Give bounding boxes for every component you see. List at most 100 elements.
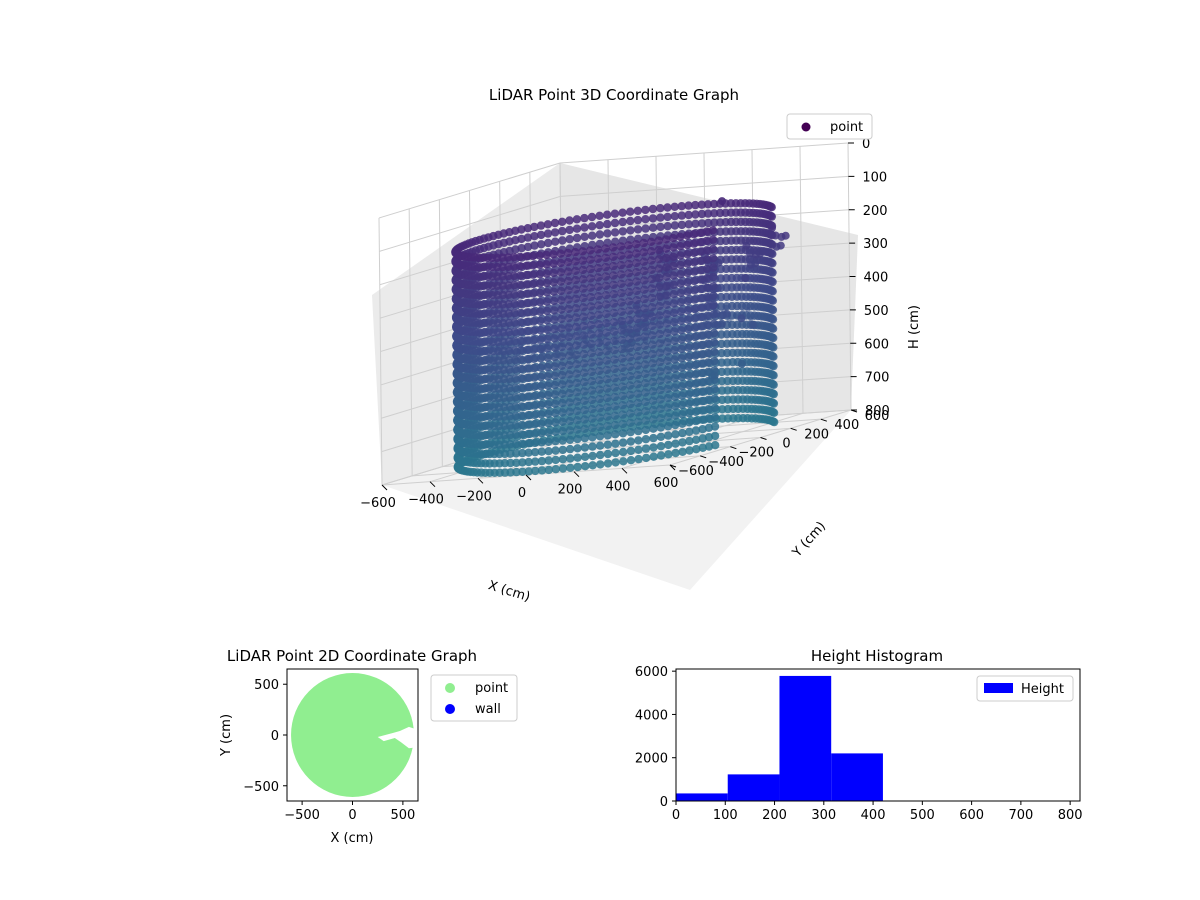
data-point-3d: [505, 393, 514, 402]
tick-mark: [621, 467, 628, 474]
data-point-3d: [563, 258, 573, 267]
data-point-3d: [511, 365, 520, 374]
data-point-3d: [697, 340, 706, 350]
data-point-3d: [661, 235, 671, 244]
tick-label: 700: [865, 371, 890, 386]
data-point-3d: [544, 465, 553, 475]
x-tick-label-2d: 0: [348, 808, 356, 823]
data-point-3d: [632, 324, 642, 333]
data-point-3d: [662, 319, 672, 328]
data-point-3d: [558, 427, 567, 436]
data-point-3d: [536, 382, 546, 391]
data-point-3d: [528, 261, 538, 270]
data-point-3d: [578, 275, 588, 284]
data-point-3d: [544, 437, 553, 446]
data-point-3d: [690, 286, 699, 295]
data-point-3d: [641, 435, 651, 444]
data-point-3d: [677, 400, 687, 410]
data-point-3d: [571, 266, 580, 275]
data-point-3d: [678, 419, 687, 428]
data-point-3d: [586, 302, 596, 311]
data-point-3d: [634, 445, 643, 454]
data-point-3d: [656, 432, 666, 441]
data-point-3d: [522, 317, 532, 327]
data-point-3d: [649, 424, 658, 433]
data-point-3d: [549, 278, 558, 287]
data-point-3d: [625, 315, 634, 325]
chart-histogram: Height Histogram 0 100 200 300 400 500 600 700 8…: [635, 647, 1083, 823]
data-point-3d: [626, 428, 635, 437]
data-point-3d: [748, 316, 754, 322]
data-point-3d: [625, 371, 635, 381]
data-point-3d: [580, 396, 589, 405]
data-point-3d: [595, 211, 604, 220]
data-point-3d: [587, 339, 596, 348]
data-point-3d: [610, 336, 619, 346]
data-point-3d: [616, 260, 626, 270]
data-point-3d: [696, 284, 706, 294]
data-point-3d: [564, 351, 574, 360]
data-point-3d: [670, 212, 679, 221]
data-point-3d: [516, 327, 526, 336]
chart-3d-title: LiDAR Point 3D Coordinate Graph: [489, 86, 739, 104]
data-point-3d: [505, 346, 514, 356]
data-point-3d: [549, 287, 558, 296]
data-point-3d: [579, 368, 589, 377]
data-point-3d: [550, 334, 559, 343]
data-point-3d: [512, 449, 521, 458]
data-point-3d: [529, 326, 538, 335]
data-point-3d: [662, 272, 671, 281]
data-point-3d: [609, 318, 619, 327]
data-point-3d: [704, 433, 714, 442]
data-point-3d: [610, 374, 619, 383]
data-point-3d: [710, 209, 719, 218]
data-point-3d: [588, 231, 597, 240]
data-point-3d: [640, 276, 649, 285]
data-point-3d: [565, 370, 574, 379]
data-point-3d: [587, 395, 597, 405]
data-point-3d: [702, 255, 712, 264]
data-point-3d: [676, 307, 686, 316]
data-point-3d: [690, 342, 700, 351]
data-point-3d: [682, 231, 692, 240]
data-point-3d: [691, 435, 701, 444]
data-point-3d: [641, 425, 650, 435]
data-point-3d: [611, 448, 620, 458]
data-point-3d: [703, 200, 713, 209]
data-point-3d: [544, 447, 553, 456]
data-point-3d: [769, 389, 778, 399]
data-point-3d: [624, 259, 633, 269]
data-point-3d: [542, 260, 551, 269]
data-point-3d: [530, 382, 539, 391]
tick-mark: [573, 471, 580, 478]
frame-hist: [675, 668, 1081, 802]
data-point-3d: [768, 305, 778, 315]
data-point-3d: [523, 242, 533, 252]
data-point-3d: [544, 428, 553, 437]
data-point-3d: [586, 283, 595, 292]
data-point-3d: [697, 387, 707, 396]
data-point-3d: [656, 414, 665, 423]
data-point-3d: [698, 415, 707, 424]
data-point-3d: [649, 452, 658, 461]
data-point-3d: [516, 271, 525, 280]
data-point-3d: [737, 359, 746, 368]
data-point-3d: [648, 377, 657, 387]
data-point-3d: [691, 426, 701, 435]
data-point-3d: [609, 299, 619, 308]
data-point-3d: [515, 252, 525, 261]
data-point-3d: [656, 404, 665, 413]
data-point-3d: [511, 355, 520, 365]
data-point-3d: [517, 430, 527, 439]
data-point-3d: [633, 389, 643, 398]
data-point-3d: [669, 318, 679, 327]
data-point-3d: [684, 343, 693, 352]
data-point-3d: [618, 382, 627, 391]
tick-label: 200: [863, 204, 888, 219]
data-point-3d: [662, 309, 671, 319]
data-point-3d: [663, 222, 672, 231]
points-2d: [291, 672, 418, 797]
data-point-3d: [523, 336, 532, 345]
data-point-3d: [684, 220, 693, 229]
data-point-3d: [601, 291, 611, 300]
